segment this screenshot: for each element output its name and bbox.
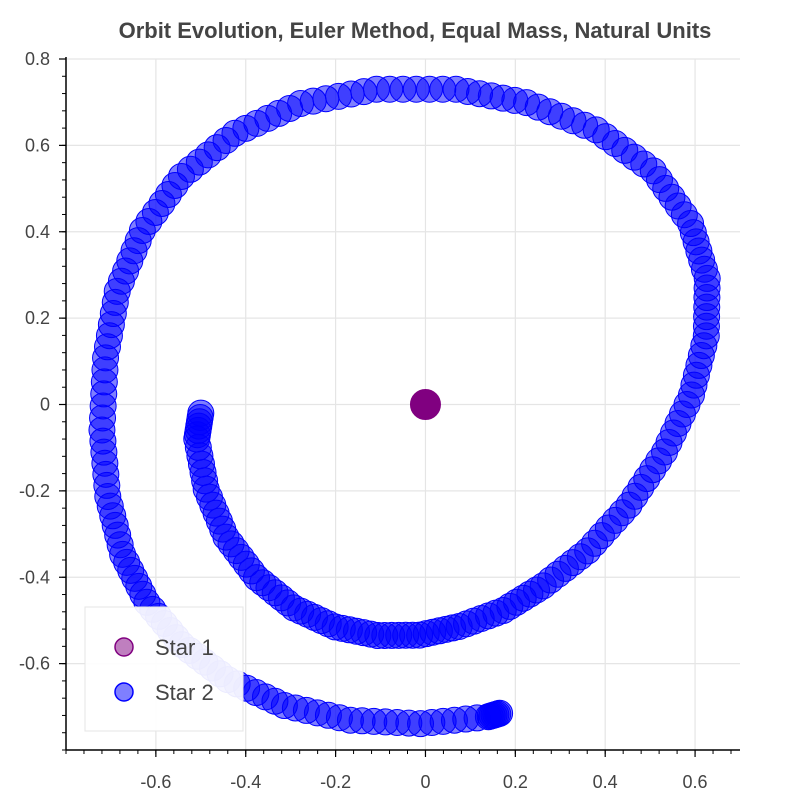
y-tick-label: 0.4 [25, 222, 50, 242]
x-tick-label: -0.6 [140, 772, 171, 792]
legend-label: Star 2 [155, 680, 214, 705]
axes: -0.6 -0.4 -0.2 0 0.2 0.4 0.6 0.8 0.6 0.4 0.2 0 -0.2 -… [19, 49, 740, 792]
star-1-point [409, 389, 441, 420]
x-tick-label: -0.4 [230, 772, 261, 792]
y-tick-label: -0.6 [19, 654, 50, 674]
star-2-point [486, 699, 514, 727]
y-tick-label: 0.6 [25, 135, 50, 155]
x-tick-label: 0.6 [683, 772, 708, 792]
y-tick-label: -0.2 [19, 481, 50, 501]
x-tick-label: 0.2 [503, 772, 528, 792]
star-1-series [409, 389, 441, 420]
x-tick-label: -0.2 [320, 772, 351, 792]
legend-label: Star 1 [155, 635, 214, 660]
y-tick-label: 0.2 [25, 308, 50, 328]
legend-marker [114, 682, 134, 702]
y-tick-label: -0.4 [19, 567, 50, 587]
star-2-series [88, 75, 721, 738]
grid-lines [66, 58, 740, 750]
legend-box [84, 606, 244, 732]
legend: Star 1 Star 2 [84, 606, 244, 732]
x-tick-label: 0.4 [593, 772, 618, 792]
chart-title: Orbit Evolution, Euler Method, Equal Mas… [118, 18, 712, 43]
y-tick-label: 0.8 [25, 49, 50, 69]
y-tick-label: 0 [40, 395, 50, 415]
legend-marker [114, 637, 134, 657]
x-tick-label: 0 [420, 772, 430, 792]
